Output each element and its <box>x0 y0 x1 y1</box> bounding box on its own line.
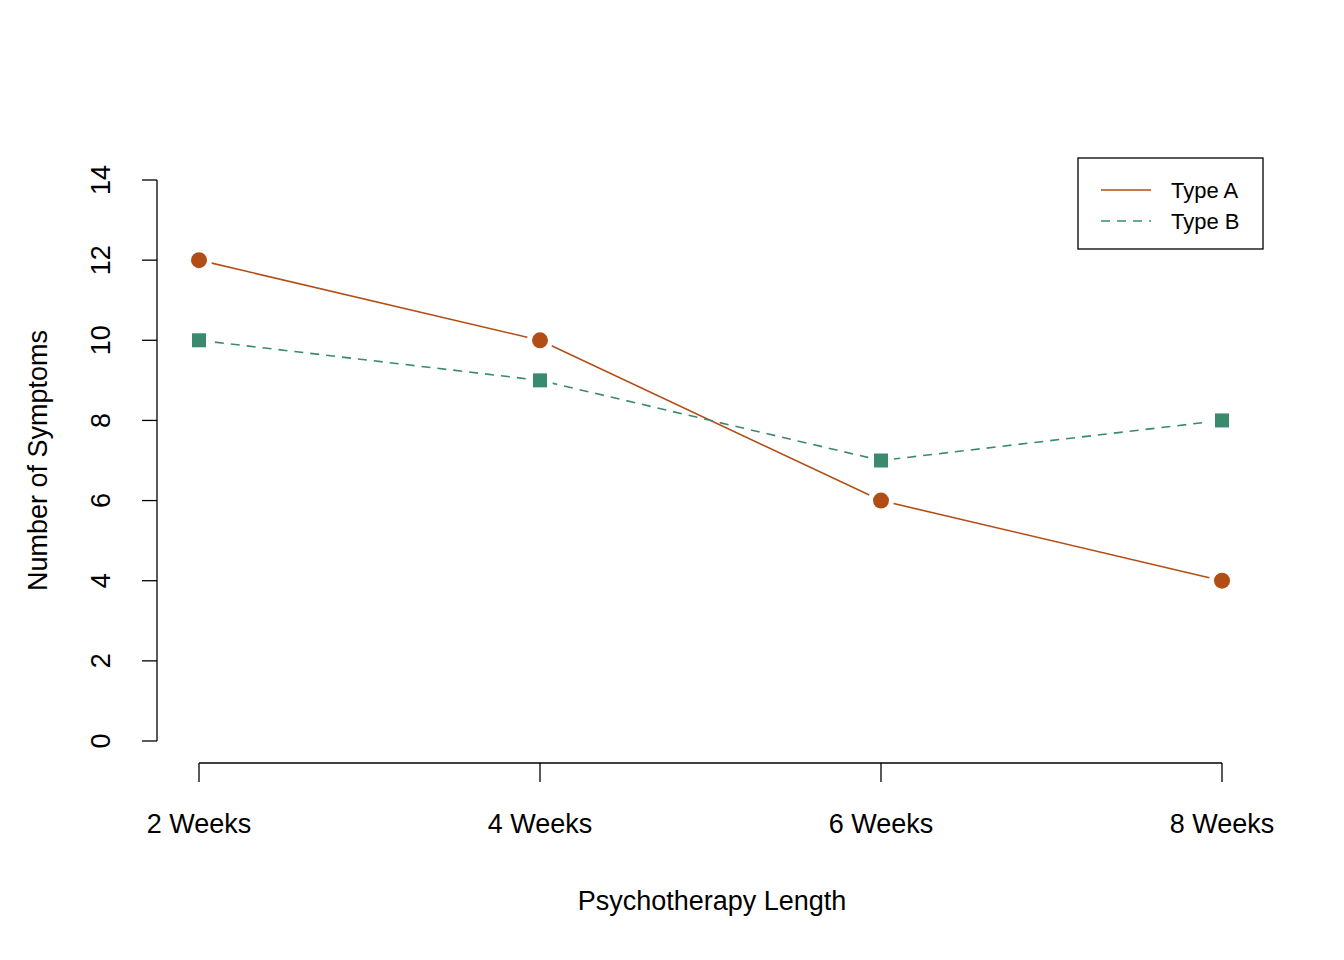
y-tick <box>142 259 157 260</box>
marker-gap <box>868 448 894 474</box>
x-tick <box>880 763 881 782</box>
marker-gap <box>1209 568 1235 594</box>
x-tick-label: 8 Weeks <box>1170 809 1275 839</box>
y-tick-label: 2 <box>86 653 116 668</box>
y-tick <box>142 660 157 661</box>
legend: Type A Type B <box>1078 158 1263 249</box>
x-tick-label: 2 Weeks <box>147 809 252 839</box>
y-tick <box>142 740 157 741</box>
x-tick <box>1221 763 1222 782</box>
x-tick <box>198 763 199 782</box>
x-axis-title: Psychotherapy Length <box>578 886 847 916</box>
x-tick-label: 4 Weeks <box>488 809 593 839</box>
point <box>532 332 548 348</box>
marker-gap <box>527 367 553 393</box>
legend-label: Type B <box>1171 209 1239 234</box>
y-tick-label: 6 <box>86 493 116 508</box>
series-line <box>199 260 1222 581</box>
x-tick-label: 6 Weeks <box>829 809 934 839</box>
y-tick-label: 10 <box>86 325 116 355</box>
chart: 0 2 4 6 8 10 12 14 2 Weeks 4 Weeks 6 Weeks 8 Weeks P… <box>0 0 1344 960</box>
marker-gap <box>1209 407 1235 433</box>
y-tick-label: 8 <box>86 413 116 428</box>
y-tick-label: 0 <box>86 733 116 748</box>
plot-area <box>186 247 1235 594</box>
legend-swatch <box>1101 220 1151 222</box>
marker-gap <box>527 327 553 353</box>
legend-box <box>1078 158 1263 249</box>
y-axis-line <box>156 180 157 741</box>
point <box>192 333 206 347</box>
y-tick <box>142 179 157 180</box>
series-line <box>199 340 1222 460</box>
y-tick <box>142 500 157 501</box>
y-tick <box>142 340 157 341</box>
marker-gap <box>186 247 212 273</box>
point <box>873 493 889 509</box>
point <box>1214 573 1230 589</box>
y-tick <box>142 580 157 581</box>
x-axis-line <box>199 762 1222 763</box>
y-tick-label: 14 <box>86 165 116 195</box>
legend-label: Type A <box>1171 178 1239 203</box>
legend-swatch <box>1101 189 1151 191</box>
point <box>1215 413 1229 427</box>
y-tick-label: 4 <box>86 573 116 588</box>
marker-gap <box>868 488 894 514</box>
marker-gap <box>186 327 212 353</box>
point <box>533 373 547 387</box>
y-tick-label: 12 <box>86 245 116 275</box>
y-tick <box>142 420 157 421</box>
y-axis-title: Number of Symptoms <box>23 330 53 591</box>
point <box>874 454 888 468</box>
point <box>191 252 207 268</box>
x-tick <box>539 763 540 782</box>
